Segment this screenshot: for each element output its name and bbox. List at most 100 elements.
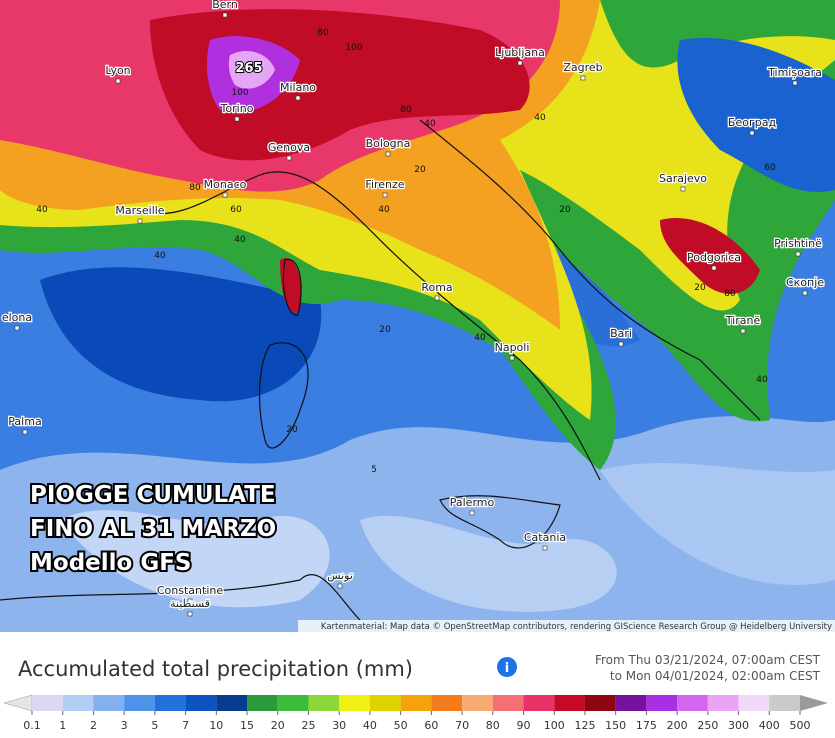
city-marker bbox=[509, 355, 515, 361]
legend-tick-label: 70 bbox=[455, 719, 469, 732]
city-label: Скопје bbox=[786, 276, 824, 289]
city-marker bbox=[385, 151, 391, 157]
legend-swatch bbox=[769, 695, 800, 711]
city-label: Timișoara bbox=[767, 66, 822, 79]
legend-tick-label: 400 bbox=[759, 719, 780, 732]
legend-swatch bbox=[738, 695, 770, 711]
city-label: Prishtinë bbox=[774, 237, 822, 250]
contour-label: 40 bbox=[534, 113, 546, 123]
city-label: elona bbox=[2, 311, 32, 324]
contour-label: 80 bbox=[317, 28, 329, 38]
legend-arrow-low bbox=[3, 694, 33, 712]
contour-label: 20 bbox=[379, 325, 391, 335]
city-marker bbox=[740, 328, 746, 334]
city-marker bbox=[14, 325, 20, 331]
contour-label: 40 bbox=[424, 119, 436, 129]
city-marker bbox=[749, 130, 755, 136]
city-marker bbox=[802, 290, 808, 296]
city-label: Lyon bbox=[105, 64, 130, 77]
city-label: Genova bbox=[268, 141, 310, 154]
city-label: Napoli bbox=[495, 341, 530, 354]
city-label: Monaco bbox=[204, 178, 247, 191]
attribution: Kartenmaterial: Map data © OpenStreetMap… bbox=[321, 622, 832, 632]
legend-swatch bbox=[32, 695, 63, 711]
city-marker bbox=[222, 192, 228, 198]
city-marker bbox=[580, 75, 586, 81]
city-label: Bern bbox=[212, 0, 238, 11]
legend-swatch bbox=[707, 695, 739, 711]
city-marker bbox=[222, 12, 228, 18]
legend-tick-label: 1 bbox=[59, 719, 66, 732]
overlay-title: PIOGGE CUMULATE FINO AL 31 MARZO Modello G… bbox=[28, 480, 278, 578]
legend-tick-label: 175 bbox=[636, 719, 657, 732]
city-marker bbox=[382, 192, 388, 198]
legend-tick-label: 15 bbox=[240, 719, 254, 732]
svg-text:i: i bbox=[505, 661, 509, 676]
legend-swatch bbox=[277, 695, 309, 711]
legend-tick-label: 40 bbox=[363, 719, 377, 732]
legend-swatch bbox=[554, 695, 585, 711]
legend-swatch bbox=[185, 695, 217, 711]
city-marker bbox=[22, 429, 28, 435]
city-label: قسنطينة bbox=[170, 597, 210, 610]
city-label: Београд bbox=[728, 116, 777, 129]
legend-swatch bbox=[124, 695, 155, 711]
contour-label: 20 bbox=[694, 283, 706, 293]
legend-tick-label: 80 bbox=[486, 719, 500, 732]
legend-tick-label: 5 bbox=[151, 719, 158, 732]
legend-swatch bbox=[93, 695, 125, 711]
contour-label: 40 bbox=[756, 375, 768, 385]
contour-label: 20 bbox=[559, 205, 571, 215]
city-label: Ljubljana bbox=[495, 46, 545, 59]
city-marker bbox=[542, 545, 548, 551]
legend-tick-label: 2 bbox=[90, 719, 97, 732]
city-label: Sarajevo bbox=[659, 172, 707, 185]
city-label: Palma bbox=[8, 415, 41, 428]
contour-labels: 80 100 100 80 40 40 40 40 20 60 40 80 20 40 20 40 20 5 20 8… bbox=[36, 28, 776, 475]
city-marker bbox=[187, 598, 193, 604]
legend-tick-label: 3 bbox=[121, 719, 128, 732]
city-label: Roma bbox=[421, 281, 452, 294]
contour-label: 20 bbox=[286, 425, 298, 435]
legend-tick-label: 100 bbox=[544, 719, 565, 732]
legend-swatch bbox=[677, 695, 708, 711]
period-end: to Mon 04/01/2024, 02:00am CEST bbox=[610, 669, 821, 683]
legend-tick-label: 150 bbox=[605, 719, 626, 732]
city-marker bbox=[792, 80, 798, 86]
max-label: 265 bbox=[235, 61, 262, 76]
legend-title: Accumulated total precipitation (mm) bbox=[18, 657, 413, 681]
city-label: Tiranë bbox=[725, 314, 761, 327]
city-marker bbox=[234, 116, 240, 122]
city-label: Bologna bbox=[366, 137, 411, 150]
legend-swatch bbox=[154, 695, 186, 711]
legend-swatch bbox=[308, 695, 340, 711]
city-marker bbox=[517, 60, 523, 66]
legend-tick-label: 7 bbox=[182, 719, 189, 732]
overlay-line: Modello GFS bbox=[30, 550, 191, 576]
city-label: Firenze bbox=[365, 178, 404, 191]
legend-swatch bbox=[216, 695, 248, 711]
city-label: Constantine bbox=[157, 584, 223, 597]
contour-label: 80 bbox=[189, 183, 201, 193]
contour-label: 40 bbox=[378, 205, 390, 215]
contour-label: 80 bbox=[724, 289, 736, 299]
legend-tick-label: 20 bbox=[271, 719, 285, 732]
city-label: Milano bbox=[280, 81, 316, 94]
city-marker bbox=[337, 583, 343, 589]
legend: Accumulated total precipitation (mm) i F… bbox=[3, 653, 828, 732]
legend-swatch bbox=[492, 695, 524, 711]
contour-label: 60 bbox=[230, 205, 242, 215]
legend-swatch bbox=[523, 695, 555, 711]
legend-swatch bbox=[646, 695, 678, 711]
legend-tick-label: 30 bbox=[332, 719, 346, 732]
city-marker bbox=[469, 510, 475, 516]
city-marker bbox=[618, 341, 624, 347]
info-icon[interactable] bbox=[497, 657, 517, 677]
contour-label: 5 bbox=[371, 465, 377, 475]
city-label: Marseille bbox=[115, 204, 164, 217]
city-marker bbox=[137, 218, 143, 224]
city-label: Palermo bbox=[450, 496, 495, 509]
precipitation-map: Bern Lyon Milano Torino Genova Monaco Marseill… bbox=[0, 0, 835, 632]
legend-tick-label: 125 bbox=[574, 719, 595, 732]
